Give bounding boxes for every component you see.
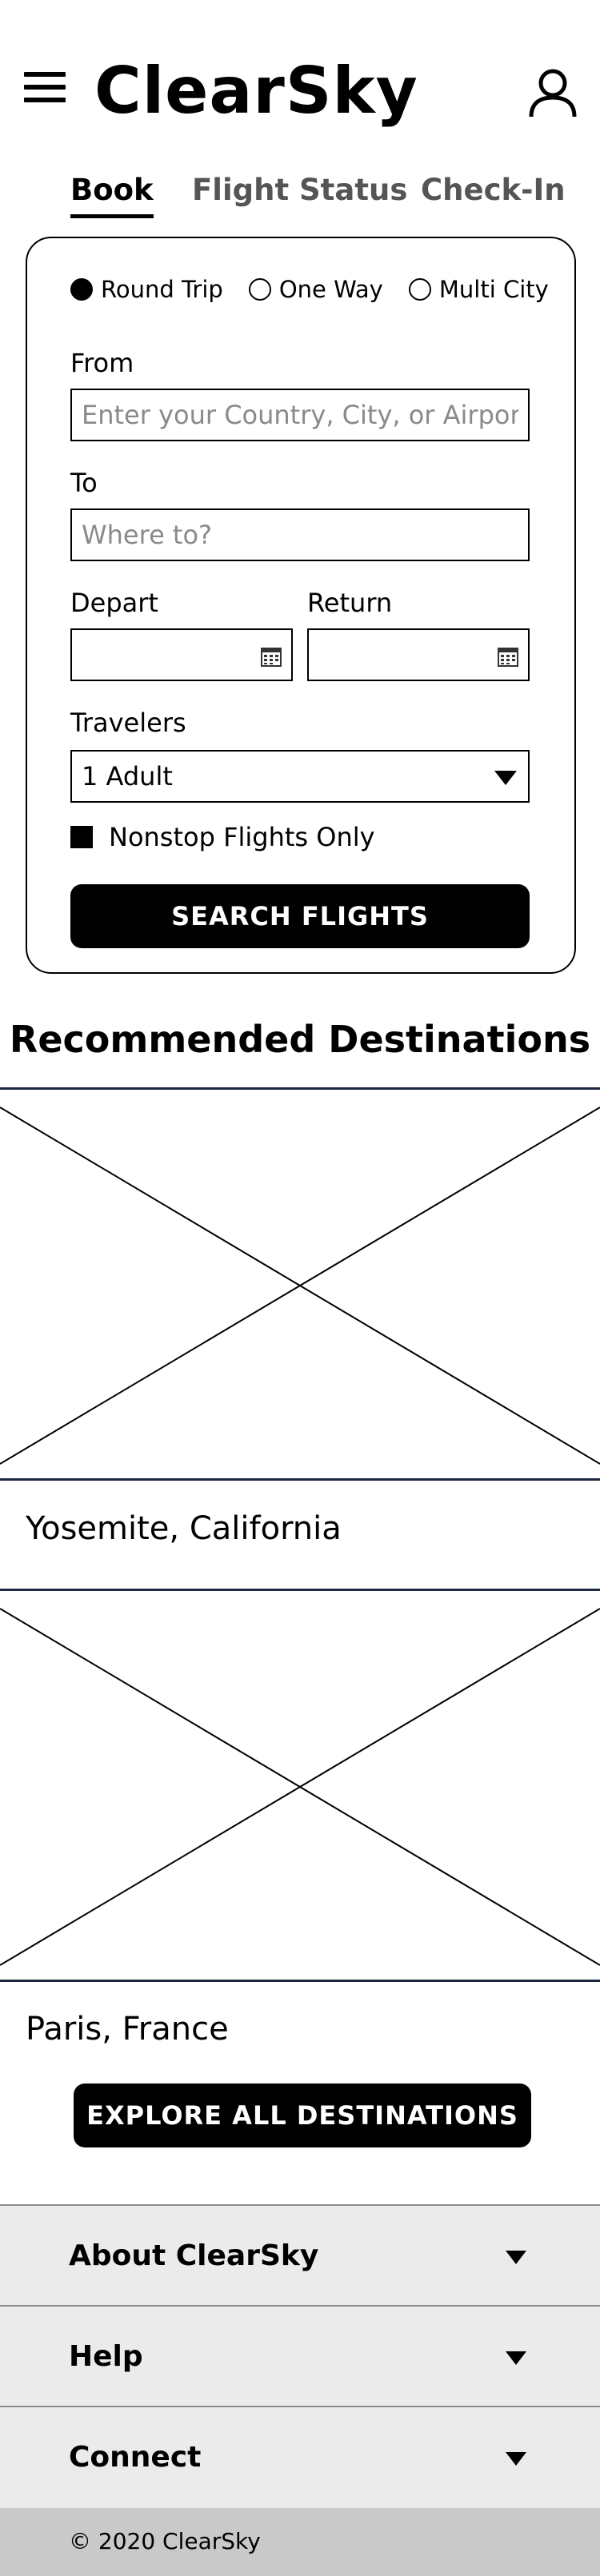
header: ClearSky xyxy=(0,0,600,152)
tab-check-in[interactable]: Check-In xyxy=(421,173,566,207)
accordion-help[interactable]: Help xyxy=(0,2305,600,2406)
search-flights-button[interactable]: SEARCH FLIGHTS xyxy=(70,884,530,948)
chevron-down-icon xyxy=(506,2452,526,2466)
radio-label: Multi City xyxy=(438,276,549,303)
to-label: To xyxy=(70,468,98,498)
booking-form: Round Trip One Way Multi City From To De… xyxy=(26,237,576,974)
copyright-text: © 2020 ClearSky xyxy=(69,2528,261,2554)
radio-label: Round Trip xyxy=(101,276,223,303)
tab-flight-status[interactable]: Flight Status xyxy=(192,173,408,207)
return-date-input[interactable] xyxy=(307,628,530,681)
image-placeholder-icon xyxy=(0,1608,600,1966)
nonstop-checkbox[interactable]: Nonstop Flights Only xyxy=(70,822,375,852)
accordion-label: Connect xyxy=(69,2441,202,2474)
radio-unchecked-icon xyxy=(248,278,271,301)
radio-unchecked-icon xyxy=(408,278,431,301)
travelers-label: Travelers xyxy=(70,708,186,738)
destination-name[interactable]: Paris, France xyxy=(26,2011,229,2048)
copyright-bar: © 2020 ClearSky xyxy=(0,2508,600,2576)
chevron-down-icon xyxy=(506,2351,526,2365)
logo[interactable]: ClearSky xyxy=(94,54,418,128)
footer: About ClearSky Help Connect © 2020 Clear… xyxy=(0,2204,600,2576)
chevron-down-icon xyxy=(506,2251,526,2264)
destination-image-placeholder[interactable] xyxy=(0,1589,600,1982)
tab-book[interactable]: Book xyxy=(70,168,154,218)
from-label: From xyxy=(70,348,134,378)
accordion-label: Help xyxy=(69,2340,143,2373)
travelers-select[interactable]: 1 Adult xyxy=(70,750,530,803)
hamburger-menu-icon[interactable] xyxy=(24,72,66,102)
accordion-label: About ClearSky xyxy=(69,2239,319,2272)
nonstop-label: Nonstop Flights Only xyxy=(109,822,375,852)
radio-one-way[interactable]: One Way xyxy=(248,276,383,303)
checkbox-checked-icon xyxy=(70,826,93,848)
accordion-about[interactable]: About ClearSky xyxy=(0,2204,600,2305)
explore-destinations-button[interactable]: EXPLORE ALL DESTINATIONS xyxy=(74,2084,531,2147)
from-input[interactable] xyxy=(70,389,530,441)
depart-date-input[interactable] xyxy=(70,628,293,681)
calendar-icon xyxy=(261,648,282,667)
return-label: Return xyxy=(307,588,393,618)
dropdown-caret-icon xyxy=(494,771,517,785)
depart-label: Depart xyxy=(70,588,158,618)
image-placeholder-icon xyxy=(0,1107,600,1465)
user-account-icon[interactable] xyxy=(528,67,578,118)
calendar-icon xyxy=(498,648,518,667)
radio-checked-icon xyxy=(70,278,93,301)
destination-name[interactable]: Yosemite, California xyxy=(26,1510,342,1547)
travelers-value: 1 Adult xyxy=(82,761,173,792)
tab-bar: Book Flight Status Check-In xyxy=(0,168,600,224)
radio-round-trip[interactable]: Round Trip xyxy=(70,276,223,303)
recommended-title: Recommended Destinations xyxy=(9,1018,591,1061)
destination-image-placeholder[interactable] xyxy=(0,1087,600,1481)
trip-type-options: Round Trip One Way Multi City xyxy=(70,273,574,305)
radio-multi-city[interactable]: Multi City xyxy=(408,276,549,303)
to-input[interactable] xyxy=(70,508,530,561)
radio-label: One Way xyxy=(278,276,383,303)
accordion-connect[interactable]: Connect xyxy=(0,2406,600,2506)
